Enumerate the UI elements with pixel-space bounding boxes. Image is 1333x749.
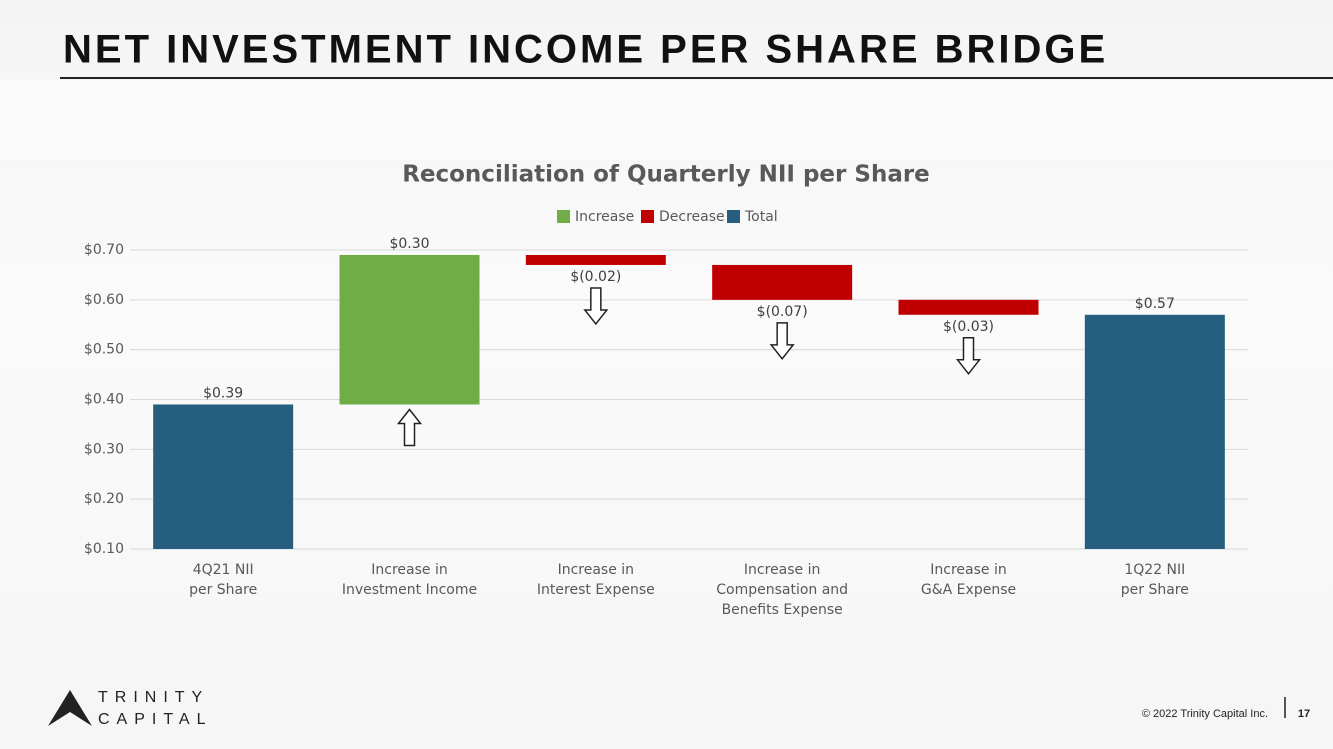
- bar: [898, 299, 1039, 315]
- value-label: $0.30: [389, 236, 429, 252]
- logo-mark: [48, 690, 92, 726]
- value-label: $(0.02): [570, 269, 621, 285]
- y-tick-label: $0.50: [84, 342, 124, 358]
- legend-swatch: [557, 210, 570, 223]
- page-number: 17: [1298, 708, 1310, 720]
- logo-text: CAPITAL: [98, 711, 213, 728]
- x-tick-label: 1Q22 NII per Share: [1120, 562, 1189, 598]
- bar: [712, 264, 853, 300]
- bar: [1084, 314, 1225, 549]
- legend-label: Increase: [575, 209, 634, 225]
- x-tick-label: Increase in G&A Expense: [920, 562, 1017, 598]
- value-label: $(0.03): [943, 319, 994, 335]
- x-tick-label: Increase in Interest Expense: [536, 562, 655, 598]
- bar: [339, 254, 480, 405]
- y-tick-label: $0.60: [84, 292, 124, 308]
- arrow: [955, 337, 982, 375]
- value-label: $0.39: [203, 385, 243, 401]
- arrow: [769, 322, 795, 361]
- y-tick-label: $0.20: [84, 491, 124, 507]
- y-tick-label: $0.30: [84, 441, 124, 457]
- legend-label: Decrease: [659, 209, 725, 225]
- chart-title: Reconciliation of Quarterly NII per Shar…: [402, 162, 930, 188]
- arrow: [396, 408, 423, 447]
- legend-swatch: [727, 210, 740, 223]
- copyright: © 2022 Trinity Capital Inc.: [1142, 708, 1268, 720]
- bar: [153, 404, 294, 549]
- y-tick-label: $0.40: [84, 392, 124, 408]
- y-tick-label: $0.10: [84, 541, 124, 557]
- x-tick-label: 4Q21 NII per Share: [189, 562, 258, 598]
- logo-text: TRINITY: [98, 689, 209, 706]
- x-tick-label: Increase in Compensation and Benefits Ex…: [716, 562, 849, 618]
- y-tick-label: $0.70: [84, 242, 124, 258]
- arrow: [583, 287, 609, 326]
- bar: [525, 254, 666, 265]
- x-tick-label: Increase in Investment Income: [341, 562, 478, 598]
- value-label: $0.57: [1135, 296, 1175, 312]
- value-label: $(0.07): [757, 304, 808, 320]
- slide-title: NET INVESTMENT INCOME PER SHARE BRIDGE: [63, 28, 1108, 72]
- legend-swatch: [641, 210, 654, 223]
- legend-label: Total: [744, 209, 778, 225]
- backdrop: [0, 80, 1333, 160]
